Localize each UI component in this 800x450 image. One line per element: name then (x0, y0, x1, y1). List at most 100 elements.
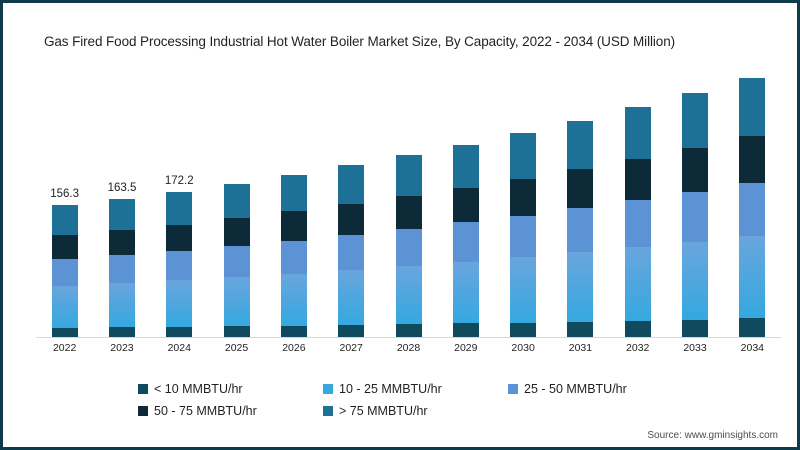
bar-segment-50-75-mmbtu-hr[interactable] (338, 204, 365, 235)
bar-segment-75-mmbtu-hr[interactable] (567, 120, 594, 170)
stacked-bar[interactable] (338, 165, 365, 337)
bar-group-2026[interactable] (266, 174, 322, 337)
bar-segment-25-50-mmbtu-hr[interactable] (510, 215, 537, 258)
bar-segment-75-mmbtu-hr[interactable] (51, 205, 78, 235)
stacked-bar[interactable] (223, 183, 250, 337)
legend-item-10-25-mmbtu-hr[interactable]: 10 - 25 MMBTU/hr (323, 382, 508, 396)
bar-segment-25-50-mmbtu-hr[interactable] (452, 222, 479, 262)
bar-segment-10-25-mmbtu-hr[interactable] (739, 235, 766, 319)
bar-segment-25-50-mmbtu-hr[interactable] (280, 240, 307, 274)
bar-segment-10-mmbtu-hr[interactable] (567, 321, 594, 337)
bar-segment-10-25-mmbtu-hr[interactable] (51, 285, 78, 328)
stacked-bar[interactable] (682, 93, 709, 337)
bar-group-2030[interactable] (495, 132, 551, 337)
bar-segment-75-mmbtu-hr[interactable] (166, 191, 193, 225)
bar-segment-75-mmbtu-hr[interactable] (108, 199, 135, 231)
stacked-bar[interactable]: 156.3 (50, 188, 79, 337)
bar-segment-25-50-mmbtu-hr[interactable] (739, 182, 766, 236)
bar-segment-10-mmbtu-hr[interactable] (739, 318, 766, 337)
stacked-bar[interactable] (452, 144, 479, 337)
bar-segment-75-mmbtu-hr[interactable] (395, 155, 422, 197)
bar-segment-25-50-mmbtu-hr[interactable] (338, 234, 365, 271)
chart-inner: Gas Fired Food Processing Industrial Hot… (6, 6, 794, 444)
bar-segment-25-50-mmbtu-hr[interactable] (108, 254, 135, 284)
stacked-bar[interactable]: 163.5 (108, 182, 136, 337)
bar-segment-10-mmbtu-hr[interactable] (108, 327, 135, 337)
stacked-bar[interactable] (739, 78, 766, 337)
stacked-bar[interactable] (395, 155, 422, 337)
bar-segment-10-mmbtu-hr[interactable] (452, 323, 479, 337)
bar-group-2029[interactable] (438, 144, 494, 337)
bar-segment-10-25-mmbtu-hr[interactable] (166, 280, 193, 327)
bar-segment-25-50-mmbtu-hr[interactable] (624, 200, 651, 248)
bar-segment-10-25-mmbtu-hr[interactable] (624, 247, 651, 321)
bar-segment-10-25-mmbtu-hr[interactable] (567, 252, 594, 322)
bar-group-2027[interactable] (323, 165, 379, 337)
bar-group-2032[interactable] (610, 107, 666, 337)
bar-group-2034[interactable] (724, 78, 780, 337)
bar-segment-25-50-mmbtu-hr[interactable] (166, 250, 193, 281)
stacked-bar[interactable]: 172.2 (165, 175, 194, 337)
bar-group-2025[interactable] (209, 183, 265, 337)
legend-item-10-mmbtu-hr[interactable]: < 10 MMBTU/hr (138, 382, 323, 396)
bar-segment-50-75-mmbtu-hr[interactable] (567, 169, 594, 209)
bar-segment-10-mmbtu-hr[interactable] (166, 326, 193, 337)
bar-segment-25-50-mmbtu-hr[interactable] (51, 258, 78, 286)
legend-item-25-50-mmbtu-hr[interactable]: 25 - 50 MMBTU/hr (508, 382, 658, 396)
bar-segment-10-25-mmbtu-hr[interactable] (223, 277, 250, 327)
bar-group-2023[interactable]: 163.5 (94, 182, 150, 337)
bar-segment-10-25-mmbtu-hr[interactable] (682, 241, 709, 320)
bar-segment-10-mmbtu-hr[interactable] (395, 324, 422, 337)
bar-segment-10-25-mmbtu-hr[interactable] (280, 273, 307, 326)
stacked-bar[interactable] (510, 132, 537, 337)
bar-segment-50-75-mmbtu-hr[interactable] (108, 230, 135, 255)
bar-segment-50-75-mmbtu-hr[interactable] (166, 224, 193, 251)
bar-segment-50-75-mmbtu-hr[interactable] (280, 211, 307, 241)
bar-segment-10-mmbtu-hr[interactable] (624, 320, 651, 337)
bar-segment-50-75-mmbtu-hr[interactable] (452, 187, 479, 223)
x-axis-baseline (36, 337, 781, 338)
bar-segment-50-75-mmbtu-hr[interactable] (739, 136, 766, 183)
bar-segment-75-mmbtu-hr[interactable] (338, 165, 365, 205)
bar-segment-10-25-mmbtu-hr[interactable] (510, 257, 537, 323)
bar-segment-10-25-mmbtu-hr[interactable] (395, 266, 422, 325)
bar-segment-10-mmbtu-hr[interactable] (223, 326, 250, 337)
bar-segment-50-75-mmbtu-hr[interactable] (682, 147, 709, 192)
bar-segment-75-mmbtu-hr[interactable] (624, 107, 651, 160)
bar-segment-10-mmbtu-hr[interactable] (682, 319, 709, 337)
legend-item-label: 25 - 50 MMBTU/hr (524, 382, 627, 396)
bar-segment-10-mmbtu-hr[interactable] (338, 324, 365, 337)
bar-group-2028[interactable] (381, 155, 437, 337)
bar-segment-75-mmbtu-hr[interactable] (510, 132, 537, 179)
bar-segment-75-mmbtu-hr[interactable] (452, 144, 479, 188)
bar-segment-25-50-mmbtu-hr[interactable] (682, 191, 709, 242)
bar-segment-10-25-mmbtu-hr[interactable] (338, 270, 365, 325)
bar-segment-10-mmbtu-hr[interactable] (510, 322, 537, 337)
stacked-bar[interactable] (624, 107, 651, 337)
bar-segment-50-75-mmbtu-hr[interactable] (510, 178, 537, 216)
bar-segment-10-25-mmbtu-hr[interactable] (452, 261, 479, 324)
legend-item-50-75-mmbtu-hr[interactable]: 50 - 75 MMBTU/hr (138, 404, 323, 418)
bar-segment-10-mmbtu-hr[interactable] (51, 327, 78, 337)
bar-segment-10-mmbtu-hr[interactable] (280, 325, 307, 337)
bar-segment-50-75-mmbtu-hr[interactable] (223, 218, 250, 246)
legend-row: < 10 MMBTU/hr 10 - 25 MMBTU/hr 25 - 50 MMB… (138, 378, 658, 400)
bar-segment-50-75-mmbtu-hr[interactable] (395, 196, 422, 229)
bar-segment-75-mmbtu-hr[interactable] (223, 183, 250, 219)
bar-group-2031[interactable] (552, 120, 608, 337)
bar-segment-75-mmbtu-hr[interactable] (739, 78, 766, 137)
bar-segment-50-75-mmbtu-hr[interactable] (51, 234, 78, 259)
bar-segment-25-50-mmbtu-hr[interactable] (223, 245, 250, 278)
bar-group-2022[interactable]: 156.3 (37, 188, 93, 337)
bar-segment-25-50-mmbtu-hr[interactable] (567, 208, 594, 253)
bar-segment-10-25-mmbtu-hr[interactable] (108, 283, 135, 328)
bar-segment-50-75-mmbtu-hr[interactable] (624, 159, 651, 201)
bar-group-2024[interactable]: 172.2 (151, 175, 207, 337)
legend-item-75-mmbtu-hr[interactable]: > 75 MMBTU/hr (323, 404, 508, 418)
bar-segment-75-mmbtu-hr[interactable] (682, 93, 709, 148)
bar-segment-25-50-mmbtu-hr[interactable] (395, 228, 422, 267)
stacked-bar[interactable] (567, 120, 594, 337)
bar-group-2033[interactable] (667, 93, 723, 337)
bar-segment-75-mmbtu-hr[interactable] (280, 174, 307, 212)
stacked-bar[interactable] (280, 174, 307, 337)
